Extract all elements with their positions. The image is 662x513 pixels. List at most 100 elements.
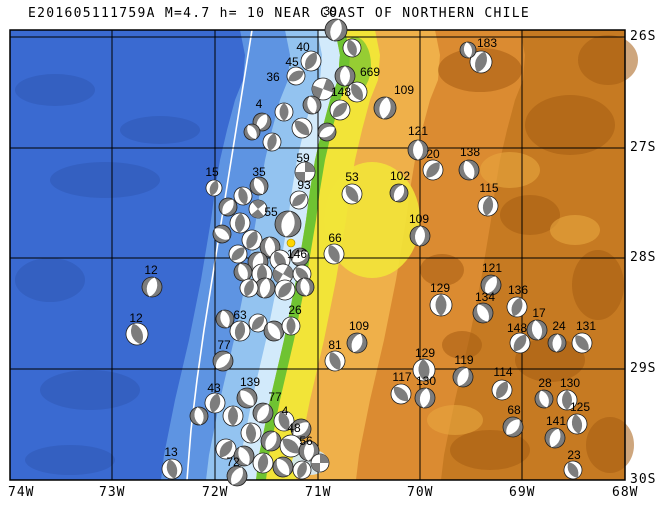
beachball-nodal-area bbox=[240, 390, 254, 406]
lat-tick-label: 30S bbox=[630, 472, 657, 487]
beachball-nodal-area bbox=[477, 304, 489, 322]
beachball-nodal-area bbox=[485, 276, 497, 294]
beachball-nodal-area bbox=[300, 278, 310, 296]
beachball-nodal-area bbox=[194, 407, 204, 425]
focal-mechanism bbox=[422, 159, 444, 181]
beachball-nodal-area bbox=[340, 66, 350, 86]
deep-ocean-patch bbox=[15, 258, 85, 302]
focal-mechanism bbox=[262, 132, 282, 152]
beachball-nodal-area bbox=[222, 199, 234, 215]
beachball-nodal-area bbox=[307, 96, 317, 114]
focal-mechanism bbox=[215, 438, 237, 460]
lon-tick-label: 68W bbox=[612, 485, 639, 500]
focal-mechanism bbox=[272, 456, 294, 478]
focal-mechanism bbox=[334, 65, 356, 87]
beachball-nodal-area bbox=[311, 454, 329, 472]
beachball-nodal-area bbox=[379, 97, 391, 119]
focal-mechanism bbox=[502, 416, 524, 438]
beachball-nodal-area bbox=[215, 353, 231, 369]
beachball-nodal-area bbox=[312, 78, 334, 100]
deep-ocean-patch bbox=[25, 445, 115, 475]
focal-mechanism bbox=[248, 199, 268, 219]
lon-tick-label: 72W bbox=[202, 485, 229, 500]
deep-ocean-patch bbox=[50, 162, 160, 198]
focal-mechanism bbox=[263, 320, 285, 342]
beachball-nodal-area bbox=[253, 177, 265, 195]
lat-tick-label: 27S bbox=[630, 140, 657, 155]
beachball-nodal-area bbox=[413, 140, 423, 160]
focal-mechanism bbox=[469, 50, 493, 74]
focal-mechanism bbox=[204, 392, 226, 414]
lon-tick-label: 73W bbox=[99, 485, 126, 500]
beachball-nodal-area bbox=[328, 244, 340, 264]
focal-mechanism bbox=[311, 77, 335, 101]
mountain-patch bbox=[525, 95, 615, 155]
beachball-nodal-area bbox=[282, 438, 300, 454]
focal-mechanism bbox=[290, 247, 310, 267]
focal-mechanism bbox=[233, 445, 255, 467]
beachball-nodal-area bbox=[146, 277, 158, 297]
beachball-nodal-area bbox=[257, 453, 269, 473]
focal-mechanism bbox=[563, 460, 583, 480]
beachball-nodal-area bbox=[418, 359, 430, 381]
focal-mechanism bbox=[272, 263, 294, 285]
beachball-nodal-area bbox=[256, 114, 268, 130]
beachball-nodal-area bbox=[511, 297, 523, 317]
lon-tick-label: 74W bbox=[8, 485, 35, 500]
focal-mechanism bbox=[506, 296, 528, 318]
beachball-nodal-area bbox=[265, 237, 275, 257]
mountain-patch bbox=[420, 254, 464, 286]
focal-mechanism bbox=[205, 179, 223, 197]
beachball-nodal-area bbox=[294, 120, 310, 136]
beachball-nodal-area bbox=[351, 83, 363, 101]
beachball-nodal-area bbox=[278, 411, 290, 431]
focal-mechanism bbox=[323, 243, 345, 265]
beachball-nodal-area bbox=[539, 390, 549, 408]
beachball-nodal-area bbox=[330, 19, 342, 41]
focal-mechanism bbox=[249, 176, 269, 196]
focal-mechanism bbox=[228, 244, 248, 264]
focal-mechanism bbox=[274, 102, 294, 122]
beachball-nodal-area bbox=[276, 458, 290, 476]
lat-tick-label: 28S bbox=[630, 250, 657, 265]
beachball-nodal-area bbox=[575, 335, 589, 351]
focal-mechanism bbox=[215, 309, 235, 329]
focal-mechanism bbox=[324, 350, 346, 372]
beachball-nodal-area bbox=[506, 419, 520, 435]
focal-mechanism bbox=[252, 452, 274, 474]
focal-mechanism bbox=[534, 389, 554, 409]
focal-mechanism bbox=[125, 322, 149, 346]
focal-mechanism bbox=[458, 159, 480, 181]
beachball-nodal-area bbox=[251, 316, 265, 330]
beachball-nodal-area bbox=[281, 211, 295, 237]
beachball-nodal-area bbox=[393, 386, 409, 402]
beachball-nodal-area bbox=[567, 462, 579, 478]
focal-mechanism bbox=[279, 434, 303, 458]
beachball-nodal-area bbox=[562, 390, 572, 410]
lat-tick-label: 29S bbox=[630, 361, 657, 376]
focal-mechanism bbox=[342, 38, 362, 58]
focal-mechanisms-layer bbox=[125, 18, 593, 487]
deep-ocean-patch bbox=[40, 370, 140, 410]
beachball-nodal-area bbox=[220, 310, 230, 328]
focal-mechanism bbox=[243, 123, 261, 141]
focal-mechanism bbox=[317, 122, 337, 142]
focal-mechanism bbox=[241, 229, 263, 251]
beachball-nodal-area bbox=[246, 230, 258, 250]
beachball-nodal-area bbox=[279, 103, 289, 121]
beachball-nodal-area bbox=[231, 467, 243, 485]
mountain-patch bbox=[572, 250, 624, 320]
focal-mechanism bbox=[273, 410, 295, 432]
focal-mechanism bbox=[236, 387, 258, 409]
focal-mechanism bbox=[240, 422, 262, 444]
focal-mechanism bbox=[274, 210, 302, 238]
beachball-nodal-area bbox=[231, 247, 245, 261]
plateau-patch bbox=[427, 405, 483, 435]
beachball-nodal-area bbox=[393, 184, 405, 202]
beachball-nodal-area bbox=[278, 282, 292, 298]
focal-mechanism bbox=[556, 389, 578, 411]
focal-mechanism bbox=[407, 139, 429, 161]
focal-mechanism bbox=[547, 333, 567, 353]
mountain-patch bbox=[578, 35, 638, 85]
focal-mechanism bbox=[292, 460, 312, 480]
